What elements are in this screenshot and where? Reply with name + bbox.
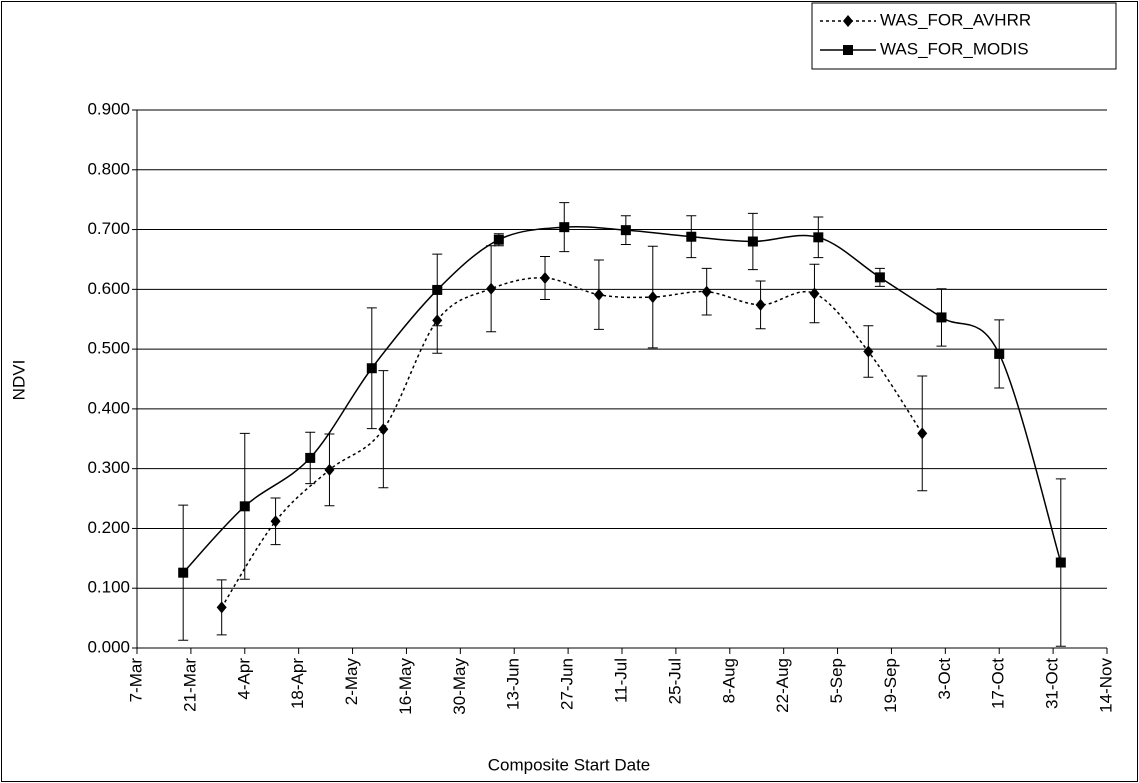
marker — [809, 287, 820, 300]
y-tick-label: 0.200 — [87, 518, 130, 537]
marker — [755, 298, 766, 311]
x-tick-label: 19-Sep — [881, 658, 900, 713]
y-tick-label: 0.100 — [87, 578, 130, 597]
x-axis-title: Composite Start Date — [488, 755, 651, 774]
x-tick-label: 22-Aug — [773, 658, 792, 713]
marker — [874, 272, 885, 283]
marker — [493, 234, 504, 245]
legend-label: WAS_FOR_AVHRR — [880, 10, 1031, 29]
x-tick-label: 7-Mar — [126, 658, 145, 703]
marker — [593, 288, 604, 301]
x-tick-label: 3-Oct — [935, 658, 954, 700]
x-tick-label: 4-Apr — [234, 658, 253, 700]
x-tick-label: 11-Jul — [611, 658, 630, 703]
y-tick-label: 0.700 — [87, 219, 130, 238]
legend-marker — [843, 45, 853, 55]
x-tick-label: 21-Mar — [180, 658, 199, 712]
x-tick-label: 30-May — [450, 658, 469, 715]
marker — [178, 567, 189, 578]
legend-marker — [843, 15, 853, 27]
x-tick-label: 16-May — [396, 658, 415, 715]
marker — [378, 423, 389, 436]
y-tick-label: 0.400 — [87, 398, 130, 417]
marker — [1055, 557, 1066, 568]
x-tick-label: 25-Jul — [665, 658, 684, 704]
y-tick-label: 0.300 — [87, 458, 130, 477]
marker — [239, 501, 250, 512]
marker — [305, 452, 316, 463]
x-tick-label: 17-Oct — [989, 658, 1008, 709]
marker — [559, 222, 570, 233]
legend-box — [811, 2, 1117, 70]
y-tick-label: 0.900 — [87, 99, 130, 118]
marker — [747, 236, 758, 247]
y-axis-title: NDVI — [9, 360, 28, 401]
marker — [701, 285, 712, 298]
x-tick-label: 27-Jun — [558, 658, 577, 710]
marker — [324, 463, 335, 476]
marker — [863, 345, 874, 358]
x-tick-label: 5-Sep — [827, 658, 846, 703]
marker — [620, 225, 631, 236]
x-tick-label: 13-Jun — [504, 658, 523, 710]
marker — [486, 282, 497, 295]
marker — [813, 232, 824, 243]
y-tick-label: 0.500 — [87, 339, 130, 358]
marker — [917, 427, 928, 440]
y-tick-label: 0.000 — [87, 637, 130, 656]
marker — [647, 291, 658, 304]
marker — [432, 284, 443, 295]
x-tick-label: 14-Nov — [1096, 658, 1115, 713]
x-tick-label: 8-Aug — [719, 658, 738, 703]
marker — [216, 601, 227, 614]
marker — [270, 515, 281, 528]
legend-label: WAS_FOR_MODIS — [880, 39, 1029, 58]
marker — [994, 348, 1005, 359]
x-tick-label: 2-May — [342, 658, 361, 706]
x-tick-label: 18-Apr — [288, 658, 307, 709]
y-tick-label: 0.600 — [87, 279, 130, 298]
marker — [936, 312, 947, 323]
x-tick-label: 31-Oct — [1043, 658, 1062, 709]
marker — [686, 231, 697, 242]
marker — [540, 271, 551, 284]
marker — [366, 363, 377, 374]
y-tick-label: 0.800 — [87, 159, 130, 178]
